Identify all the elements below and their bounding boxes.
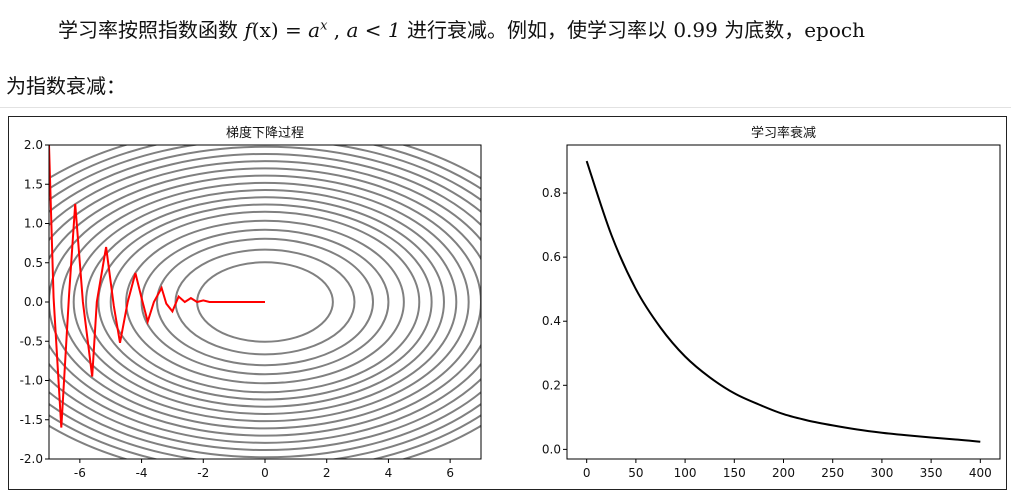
x-tick-label: 200: [772, 466, 795, 480]
y-tick-label: 0.8: [542, 186, 561, 200]
x-tick-label: -6: [74, 466, 86, 480]
figure-panel: 梯度下降过程 -6 -4 -2 0 2 4 6 -2.0 -1.5 -1.0 -0.5 0.0 0.5 1.…: [8, 116, 1007, 490]
separator-line: [0, 107, 1011, 108]
contour-ellipse: [109, 210, 421, 394]
contour-ellipse: [97, 203, 433, 401]
formula-exponent: x: [320, 18, 328, 34]
contour-ellipse: [60, 181, 470, 423]
y-tick-label: 2.0: [24, 138, 43, 152]
line1-text-after: 进行衰减。例如，使学习率以 0.99 为底数，epoch: [400, 18, 865, 42]
contour-lines: [49, 145, 481, 459]
paragraph-line-2: 为指数衰减：: [6, 74, 126, 98]
line1-text-before: 学习率按照指数函数: [58, 18, 245, 42]
contour-ellipse: [85, 196, 445, 408]
y-tick-label: 0.4: [542, 314, 561, 328]
x-tick-label: 350: [920, 466, 943, 480]
x-tick-label: 100: [674, 466, 697, 480]
y-tick-label: 0.0: [542, 442, 561, 456]
chart-title: 学习率衰减: [751, 125, 816, 141]
y-tick-label: -1.5: [20, 413, 43, 427]
formula-sep: ,: [327, 18, 347, 42]
contour-ellipse: [49, 167, 481, 437]
contour-ellipse: [49, 145, 481, 459]
x-tick-label: 0: [261, 466, 269, 480]
x-tick-label: 0: [583, 466, 591, 480]
contour-ellipse: [49, 160, 481, 444]
contour-ellipse: [125, 219, 405, 385]
x-tick-label: 150: [723, 466, 746, 480]
formula-condition: a < 1: [346, 18, 401, 42]
y-tick-label: 0.5: [24, 256, 43, 270]
x-tick-label: 50: [628, 466, 643, 480]
axes-frame: [566, 144, 1001, 460]
y-tick-label: -0.5: [20, 334, 43, 348]
figure-svg: 梯度下降过程 -6 -4 -2 0 2 4 6 -2.0 -1.5 -1.0 -0.5 0.0 0.5 1.…: [20, 125, 1001, 480]
y-tick-label: -2.0: [20, 452, 43, 466]
x-tick-label: 4: [385, 466, 393, 480]
learning-rate-curve: [585, 160, 981, 443]
chart-title: 梯度下降过程: [226, 125, 304, 141]
formula-base: a: [308, 18, 321, 42]
x-tick-label: 400: [969, 466, 992, 480]
formula-f: f: [244, 18, 252, 42]
paragraph-line-1: 学习率按照指数函数 f(x) = ax , a < 1 进行衰减。例如，使学习率…: [58, 14, 865, 43]
y-tick-label: 0.6: [542, 250, 561, 264]
contour-ellipse: [49, 174, 481, 430]
y-tick-label: 1.5: [24, 177, 43, 191]
y-tick-label: -1.0: [20, 374, 43, 388]
x-tick-label: 250: [821, 466, 844, 480]
contour-ellipse: [140, 228, 390, 376]
y-tick-label: 0.0: [24, 295, 43, 309]
y-tick-label: 1.0: [24, 217, 43, 231]
x-tick-label: -2: [197, 466, 209, 480]
x-tick-label: 300: [870, 466, 893, 480]
x-tick-label: 2: [323, 466, 331, 480]
formula-exponential: f(x) = ax , a < 1: [244, 18, 400, 42]
y-tick-label: 0.2: [542, 378, 561, 392]
contour-ellipse: [72, 189, 458, 415]
contour-ellipse: [49, 145, 481, 459]
chart-1: 梯度下降过程 -6 -4 -2 0 2 4 6 -2.0 -1.5 -1.0 -0.5 0.0 0.5 1.…: [20, 125, 482, 480]
chart-2: 学习率衰减 0 50 100 150 200 250 300 350 400 0.0 0.2 0.4 0.…: [542, 125, 1001, 480]
contour-ellipse: [49, 152, 481, 452]
contour-ellipse: [49, 145, 481, 459]
contour-ellipse: [156, 237, 374, 367]
gradient-descent-path: [49, 145, 265, 428]
x-tick-label: -4: [136, 466, 148, 480]
x-tick-label: 6: [446, 466, 454, 480]
formula-args: (x) =: [251, 18, 309, 42]
